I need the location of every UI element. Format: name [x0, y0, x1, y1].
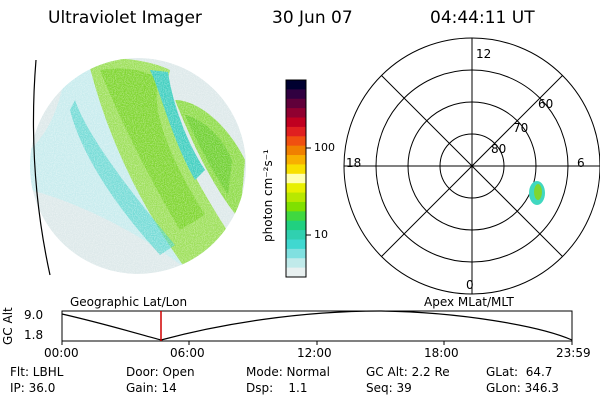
colorbar-swatch [286, 89, 306, 100]
status-door: Door: Open [126, 365, 195, 379]
apex-coord-label: Apex MLat/MLT [424, 295, 514, 309]
colorbar [286, 80, 306, 278]
status-glat: GLat: 64.7 [486, 365, 553, 379]
time-label: 04:44:11 UT [430, 8, 535, 28]
instrument-title: Ultraviolet Imager [48, 8, 202, 28]
colorbar-swatch [286, 145, 306, 156]
status-seq: Seq: 39 [366, 381, 412, 395]
colorbar-swatch [286, 220, 306, 231]
limb-line [32, 59, 51, 276]
date-label: 30 Jun 07 [272, 8, 353, 28]
mlt-label-6: 6 [577, 156, 585, 170]
colorbar-label-100: 100 [314, 141, 335, 154]
lat-label-70: 70 [513, 121, 529, 135]
colorbar-swatch [286, 192, 306, 203]
time-axis-ticks [61, 341, 573, 345]
colorbar-swatch [286, 239, 306, 250]
colorbar-swatch [286, 230, 306, 240]
polar-grid [343, 37, 600, 295]
colorbar-label-10: 10 [314, 228, 328, 241]
altitude-curve [61, 310, 573, 341]
colorbar-swatch [286, 136, 306, 147]
lat-label-60: 60 [538, 97, 554, 111]
status-ip: IP: 36.0 [10, 381, 56, 395]
mlt-label-12: 12 [476, 47, 492, 61]
mlt-label-18: 18 [346, 156, 362, 170]
altitude-plot-frame [61, 310, 573, 342]
colorbar-swatch [286, 267, 306, 278]
colorbar-swatch [286, 201, 306, 212]
y-tick-1-8: 1.8 [24, 328, 44, 342]
geographic-coord-label: Geographic Lat/Lon [70, 295, 188, 309]
colorbar-swatch [286, 108, 306, 119]
colorbar-swatch [286, 173, 306, 184]
colorbar-swatch [286, 211, 306, 222]
lat-label-80: 80 [491, 142, 507, 156]
status-glon: GLon: 346.3 [486, 381, 559, 395]
x-tick-1800: 18:00 [424, 346, 459, 360]
status-gain: Gain: 14 [126, 381, 177, 395]
colorbar-swatch [286, 98, 306, 109]
x-tick-1200: 12:00 [297, 346, 332, 360]
y-tick-9: 9.0 [24, 308, 44, 322]
colorbar-swatch [286, 117, 306, 128]
gc-alt-axis-title: GC Alt [1, 307, 15, 345]
status-dsp: Dsp: 1.1 [246, 381, 308, 395]
x-tick-2359: 23:59 [556, 346, 591, 360]
status-mode: Mode: Normal [246, 365, 330, 379]
colorbar-frame [285, 79, 307, 278]
status-gc-alt: GC Alt: 2.2 Re [366, 365, 450, 379]
auroral-image [30, 58, 246, 274]
status-filter: Flt: LBHL [10, 365, 64, 379]
colorbar-swatch [286, 155, 306, 165]
colorbar-swatch [286, 126, 306, 137]
x-tick-0000: 00:00 [44, 346, 79, 360]
polar-aurora-spot [529, 181, 545, 205]
colorbar-swatch [286, 164, 306, 175]
colorbar-unit-label: photon cm⁻²s⁻¹ [261, 149, 275, 242]
colorbar-swatch [286, 258, 306, 269]
x-tick-0600: 06:00 [170, 346, 205, 360]
mlt-label-0: 0 [466, 278, 474, 292]
colorbar-swatch [286, 80, 306, 90]
colorbar-swatch [286, 183, 306, 194]
colorbar-swatch [286, 248, 306, 259]
